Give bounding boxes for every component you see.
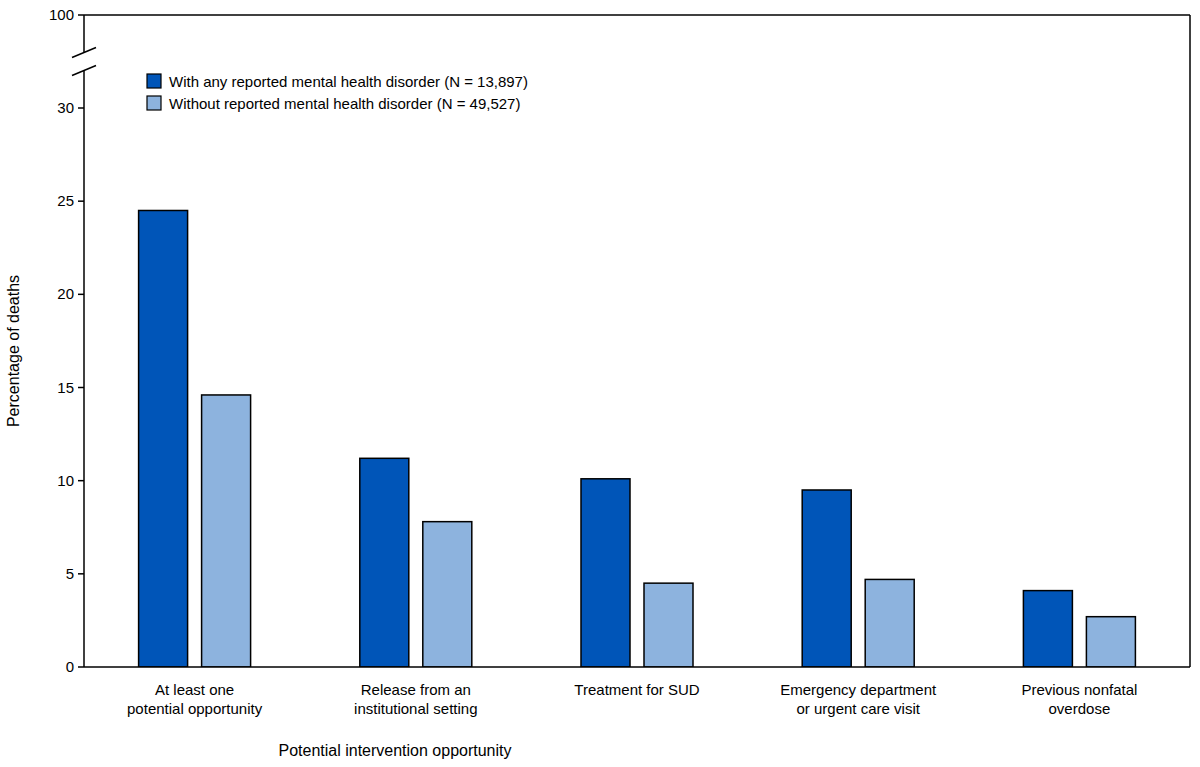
y-tick-label: 100 (49, 6, 74, 23)
y-tick-label: 25 (57, 192, 74, 209)
legend-label: Without reported mental health disorder … (169, 95, 520, 112)
y-tick (78, 573, 84, 575)
y-tick (78, 107, 84, 109)
x-tick-label: Previous nonfatal overdose (1021, 681, 1137, 717)
y-tick-label: 5 (66, 565, 74, 582)
x-tick-label-line: Emergency department (780, 681, 937, 698)
y-axis-title: Percentage of deaths (5, 275, 22, 427)
bar (865, 579, 914, 667)
axis-break (72, 66, 96, 76)
y-tick (78, 294, 84, 296)
bar (802, 490, 851, 667)
y-tick (78, 387, 84, 389)
bar (1086, 617, 1135, 667)
y-axis (83, 15, 85, 53)
x-tick-label: Treatment for SUD (574, 681, 699, 698)
frame-top (84, 14, 1190, 16)
x-tick-label-line: At least one (155, 681, 234, 698)
frame-right (1189, 15, 1191, 667)
x-tick-label: At least one potential opportunity (127, 681, 263, 717)
axis-break (72, 48, 96, 58)
x-axis (84, 666, 1190, 668)
x-tick-label-line: institutional setting (354, 700, 477, 717)
y-tick-label: 10 (57, 472, 74, 489)
y-tick-label: 30 (57, 99, 74, 116)
x-tick-label-line: Treatment for SUD (574, 681, 699, 698)
x-tick-label-line: Release from an (361, 681, 471, 698)
bar (202, 395, 251, 667)
legend-swatch (147, 96, 161, 110)
bar (644, 583, 693, 667)
x-tick-label-line: or urgent care visit (797, 700, 921, 717)
legend-swatch (147, 74, 161, 88)
chart: 0 5 10 15 20 25 30 100 At least one potential opp… (0, 0, 1200, 767)
bar (139, 210, 188, 667)
x-tick-label-line: overdose (1049, 700, 1111, 717)
bar (1023, 591, 1072, 667)
x-tick-label: Release from an institutional setting (354, 681, 477, 717)
y-tick (78, 666, 84, 668)
bar (423, 522, 472, 667)
y-tick-label: 20 (57, 285, 74, 302)
y-tick-label: 0 (66, 658, 74, 675)
y-tick (78, 480, 84, 482)
x-tick-label: Emergency department or urgent care visit (780, 681, 937, 717)
bar (581, 479, 630, 667)
y-tick (78, 200, 84, 202)
x-axis-title: Potential intervention opportunity (278, 742, 511, 759)
bars (139, 210, 1136, 667)
legend-label: With any reported mental health disorder… (169, 73, 528, 90)
x-tick-label-line: Previous nonfatal (1021, 681, 1137, 698)
y-tick-label: 15 (57, 379, 74, 396)
y-tick (78, 14, 84, 16)
legend: With any reported mental health disorder… (147, 73, 528, 112)
x-tick-label-line: potential opportunity (127, 700, 263, 717)
y-axis (83, 71, 85, 668)
bar (360, 458, 409, 667)
